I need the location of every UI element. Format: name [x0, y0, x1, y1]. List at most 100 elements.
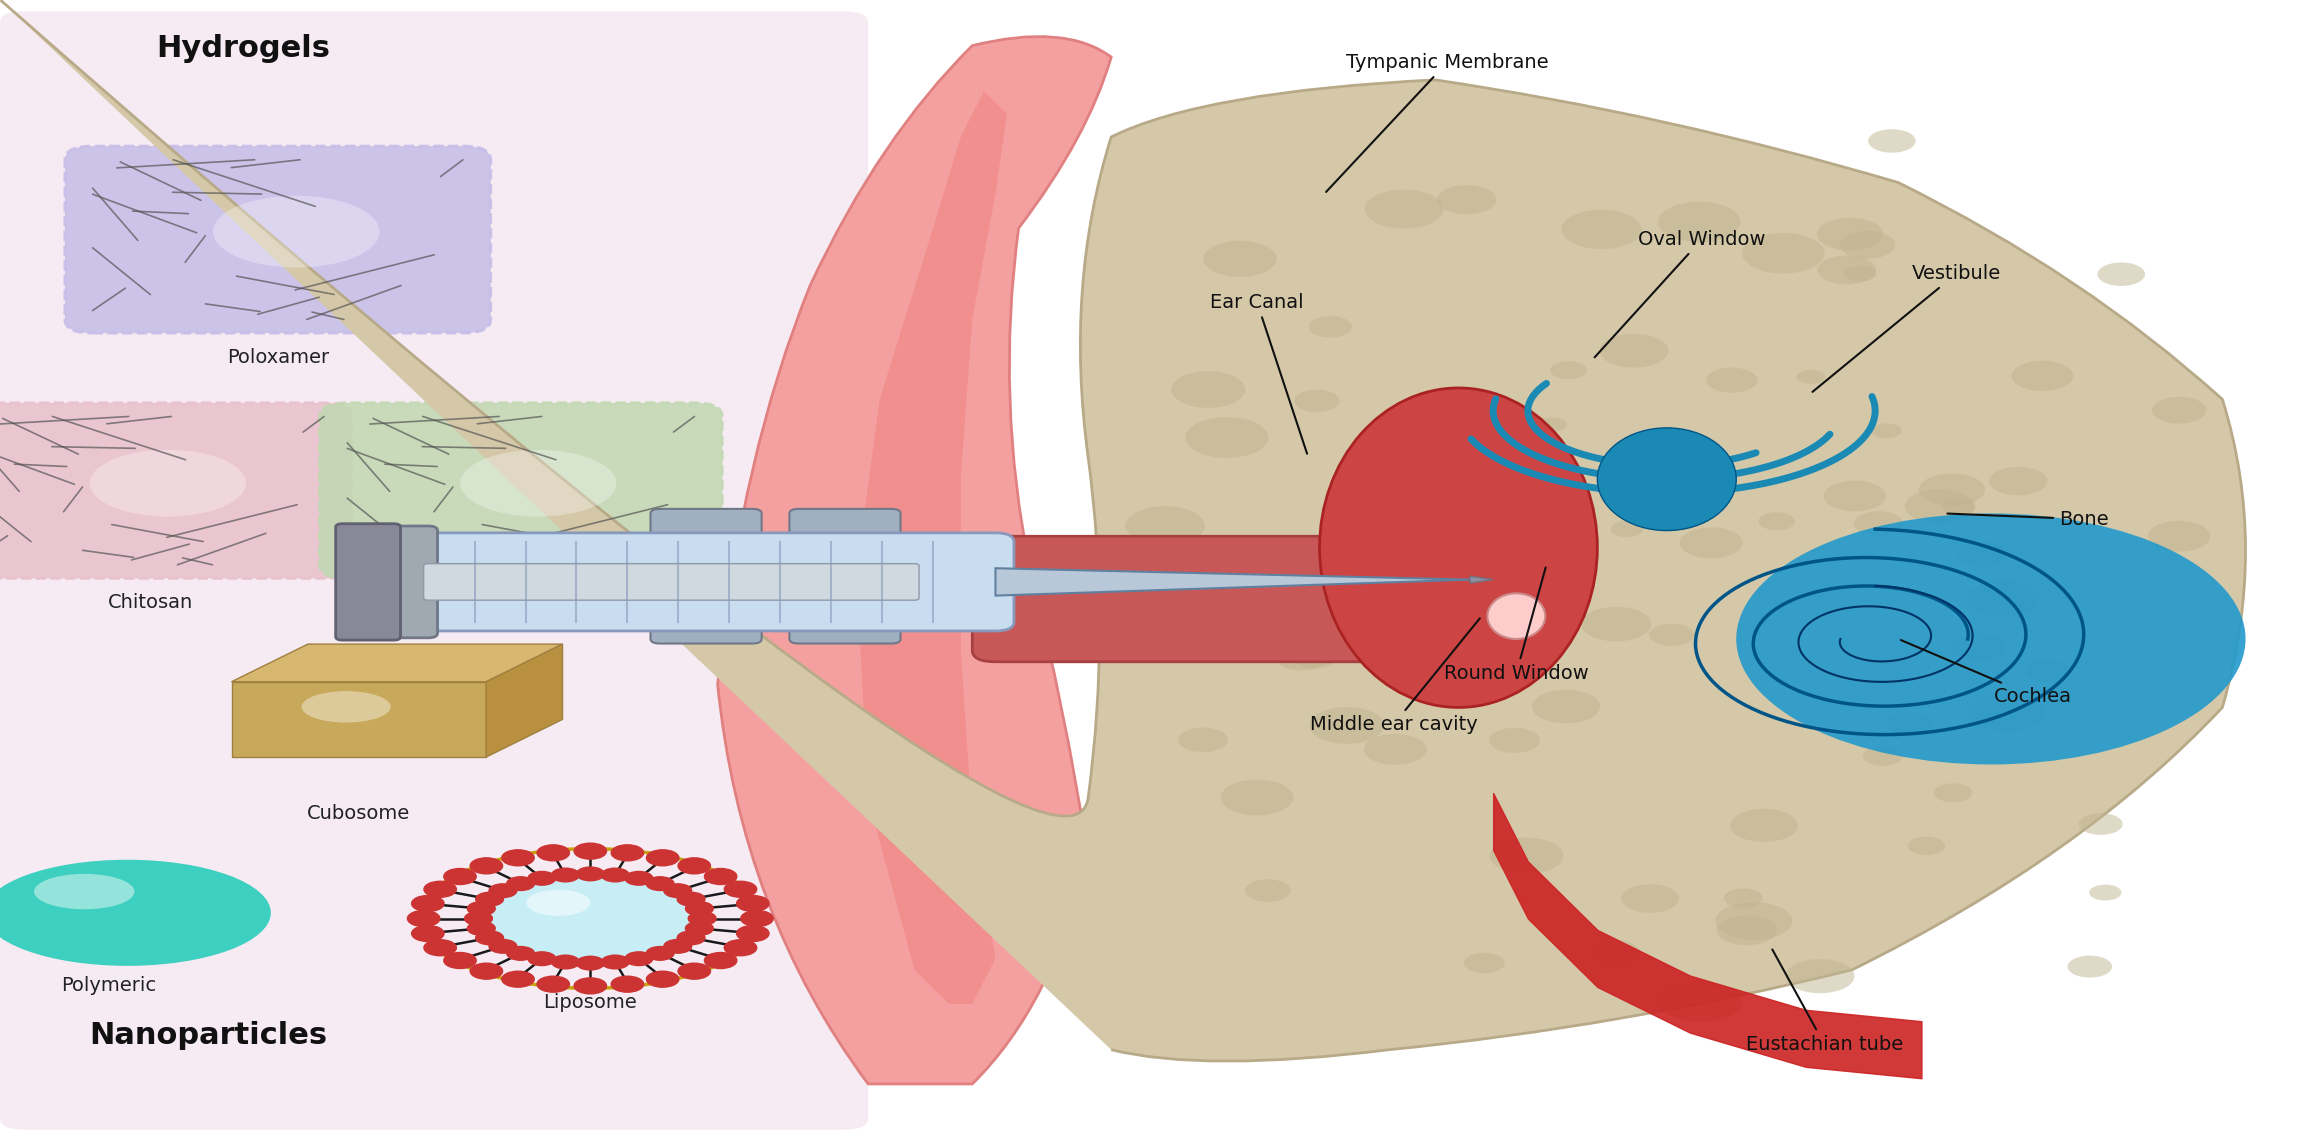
- Circle shape: [1461, 419, 1493, 436]
- Circle shape: [1952, 633, 2005, 661]
- Circle shape: [444, 953, 477, 969]
- Ellipse shape: [213, 195, 380, 267]
- FancyBboxPatch shape: [0, 11, 868, 1130]
- Circle shape: [1364, 189, 1442, 228]
- Text: Eustachian tube: Eustachian tube: [1746, 949, 1903, 1053]
- Text: Collagen: Collagen: [479, 593, 563, 613]
- Text: Middle ear cavity: Middle ear cavity: [1310, 618, 1479, 734]
- Circle shape: [2097, 262, 2146, 286]
- Ellipse shape: [301, 691, 391, 722]
- Circle shape: [1225, 589, 1280, 616]
- Circle shape: [741, 911, 773, 926]
- Circle shape: [475, 892, 502, 906]
- Circle shape: [1868, 129, 1917, 153]
- Circle shape: [1715, 903, 1792, 940]
- Circle shape: [646, 876, 674, 890]
- Circle shape: [551, 955, 579, 969]
- Circle shape: [725, 881, 757, 897]
- Circle shape: [1824, 480, 1887, 511]
- Circle shape: [2012, 361, 2074, 391]
- Circle shape: [1178, 728, 1227, 752]
- Circle shape: [646, 850, 678, 866]
- Text: Polymeric: Polymeric: [60, 976, 157, 995]
- Circle shape: [468, 901, 495, 915]
- FancyBboxPatch shape: [319, 403, 722, 578]
- Text: Ear Canal: Ear Canal: [1211, 293, 1308, 454]
- Ellipse shape: [1486, 593, 1546, 639]
- Circle shape: [1227, 615, 1280, 641]
- Circle shape: [424, 881, 456, 897]
- Ellipse shape: [1597, 428, 1736, 531]
- Circle shape: [1871, 423, 1903, 438]
- Circle shape: [537, 844, 569, 860]
- Polygon shape: [232, 681, 486, 758]
- Circle shape: [1563, 210, 1641, 249]
- Circle shape: [1845, 266, 1877, 282]
- FancyBboxPatch shape: [350, 526, 438, 638]
- Text: Chitosan: Chitosan: [109, 593, 192, 613]
- FancyBboxPatch shape: [65, 146, 491, 333]
- Circle shape: [1125, 507, 1206, 545]
- Circle shape: [1905, 489, 1975, 524]
- Circle shape: [611, 844, 644, 860]
- Circle shape: [1220, 779, 1294, 816]
- Circle shape: [1718, 915, 1778, 945]
- Circle shape: [685, 922, 713, 936]
- Circle shape: [1600, 333, 1669, 367]
- PathPatch shape: [1081, 80, 2246, 1061]
- Circle shape: [1887, 712, 1933, 736]
- Circle shape: [1364, 734, 1426, 764]
- Circle shape: [646, 971, 678, 987]
- Circle shape: [1449, 625, 1526, 663]
- Circle shape: [1729, 809, 1799, 842]
- Circle shape: [1648, 624, 1695, 646]
- Circle shape: [1942, 499, 1975, 515]
- Text: Vestibule: Vestibule: [1813, 265, 2000, 391]
- Circle shape: [664, 884, 692, 898]
- Circle shape: [1310, 622, 1394, 663]
- Circle shape: [412, 896, 444, 912]
- FancyBboxPatch shape: [789, 509, 901, 644]
- Circle shape: [646, 947, 674, 961]
- Circle shape: [528, 952, 556, 965]
- Circle shape: [576, 956, 604, 970]
- Circle shape: [1551, 361, 1586, 379]
- Circle shape: [2088, 884, 2121, 900]
- Ellipse shape: [35, 874, 134, 909]
- Circle shape: [1759, 512, 1794, 531]
- Circle shape: [412, 925, 444, 941]
- Circle shape: [1785, 960, 1854, 993]
- Circle shape: [528, 872, 556, 885]
- FancyBboxPatch shape: [0, 403, 352, 578]
- Text: Round Window: Round Window: [1445, 567, 1588, 682]
- Circle shape: [1681, 464, 1715, 482]
- Circle shape: [1658, 202, 1741, 242]
- Circle shape: [1838, 232, 1896, 259]
- Circle shape: [736, 896, 769, 912]
- Circle shape: [2153, 397, 2206, 423]
- Text: Liposome: Liposome: [544, 993, 637, 1012]
- Circle shape: [1276, 645, 1326, 671]
- Circle shape: [625, 952, 653, 965]
- Polygon shape: [486, 644, 563, 758]
- Circle shape: [1185, 416, 1269, 458]
- Circle shape: [475, 931, 502, 945]
- Circle shape: [1581, 607, 1651, 641]
- Text: Tympanic Membrane: Tympanic Membrane: [1326, 54, 1549, 192]
- Circle shape: [1377, 565, 1461, 606]
- FancyBboxPatch shape: [336, 524, 400, 640]
- Circle shape: [678, 963, 711, 979]
- PathPatch shape: [857, 91, 1007, 1004]
- Circle shape: [470, 963, 502, 979]
- Circle shape: [1919, 474, 1984, 505]
- Circle shape: [688, 912, 715, 925]
- Circle shape: [704, 868, 736, 884]
- Circle shape: [1489, 837, 1563, 874]
- FancyBboxPatch shape: [424, 564, 919, 600]
- Ellipse shape: [484, 876, 697, 961]
- Circle shape: [537, 977, 569, 993]
- Circle shape: [1479, 510, 1539, 540]
- Circle shape: [1220, 623, 1259, 642]
- Text: Bone: Bone: [1947, 510, 2109, 528]
- Text: Poloxamer: Poloxamer: [227, 348, 329, 367]
